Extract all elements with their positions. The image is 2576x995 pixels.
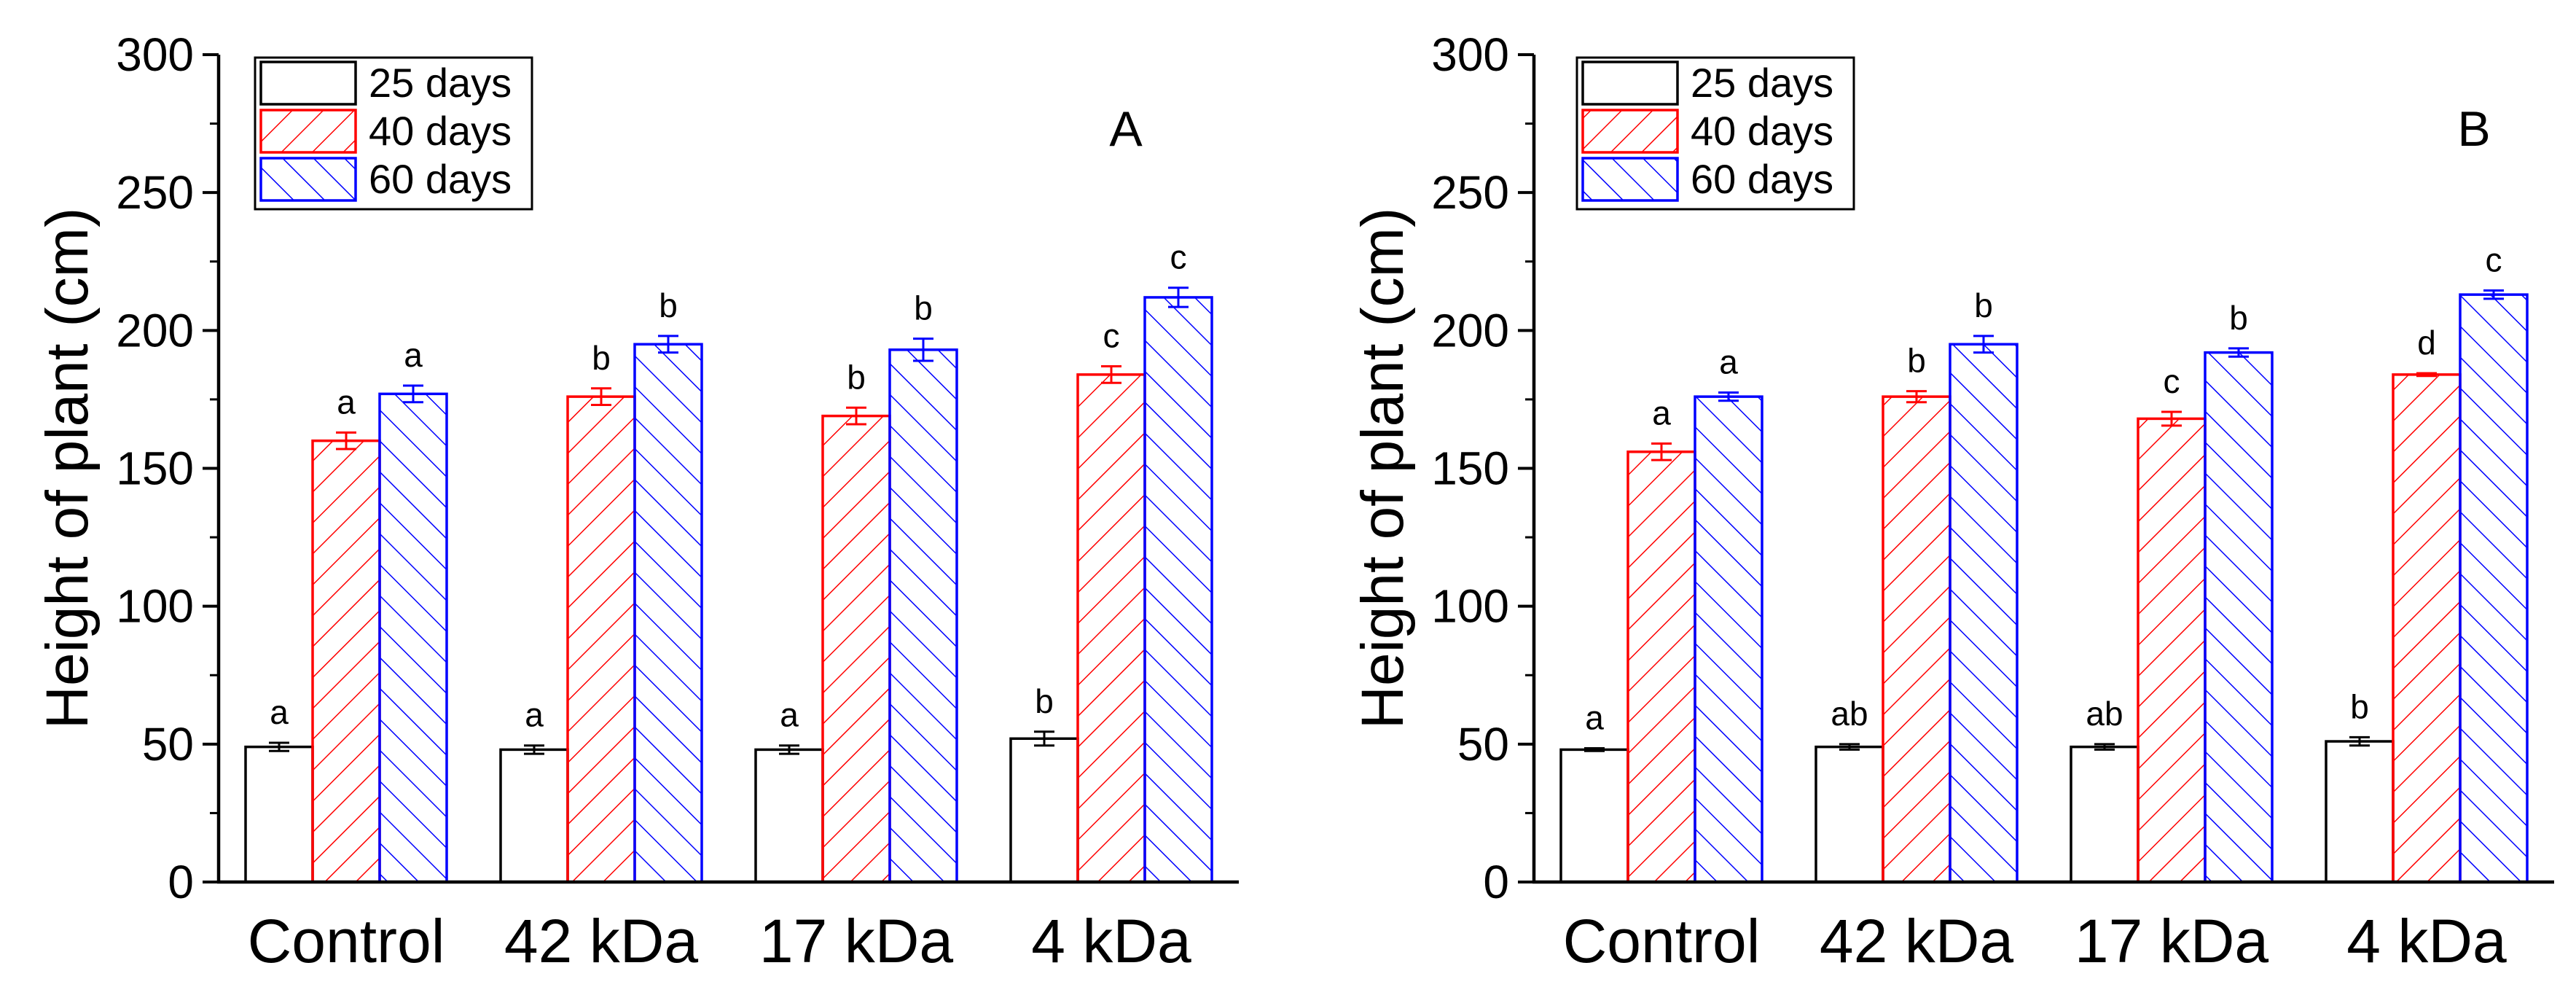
bar-17-kda-40-days	[2137, 417, 2207, 883]
y-tick-label: 300	[1431, 28, 1509, 81]
bar-control-40-days	[311, 439, 381, 883]
legend-swatch	[1581, 109, 1679, 154]
panel-label: B	[2457, 101, 2490, 157]
significance-label: c	[2486, 241, 2502, 278]
legend-label: 40 days	[369, 108, 512, 154]
significance-label: b	[592, 339, 611, 377]
bar-17-kda-25-days	[754, 748, 824, 883]
significance-label: c	[2164, 362, 2180, 400]
bar-4-kda-60-days	[1143, 296, 1213, 883]
bar-control-25-days	[244, 745, 314, 883]
legend-label: 25 days	[369, 60, 512, 106]
y-tick-label: 100	[116, 580, 194, 633]
bar-42-kda-25-days	[499, 748, 569, 883]
significance-label: b	[2229, 299, 2248, 337]
significance-label: d	[2417, 324, 2436, 362]
significance-label: b	[1035, 682, 1054, 720]
significance-label: c	[1103, 317, 1120, 355]
significance-label: a	[1652, 394, 1671, 432]
bar-control-60-days	[378, 392, 448, 883]
significance-label: b	[1907, 342, 1926, 380]
bar-4-kda-40-days	[1076, 373, 1146, 883]
x-tick-label: 17 kDa	[2075, 907, 2268, 975]
significance-label: c	[1170, 238, 1187, 276]
significance-label: a	[337, 383, 356, 421]
significance-label: ab	[2086, 695, 2123, 733]
y-axis-title: Height of plant (cm)	[34, 208, 101, 730]
bar-17-kda-25-days	[2070, 745, 2140, 883]
x-tick-label: 4 kDa	[1031, 907, 1191, 975]
significance-label: a	[780, 696, 799, 734]
bar-17-kda-40-days	[821, 414, 891, 883]
y-tick-label: 50	[142, 718, 194, 770]
y-tick-label: 250	[1431, 166, 1509, 219]
bar-control-25-days	[1559, 748, 1629, 883]
legend-swatch	[259, 109, 357, 154]
chart-panel-A: 0 50 100 150 200 250 300 Height of plant (cm) a a…	[34, 28, 1239, 975]
significance-label: b	[1974, 286, 1993, 324]
y-tick-label: 200	[1431, 304, 1509, 356]
bar-control-60-days	[1694, 395, 1763, 883]
y-axis-title: Height of plant (cm)	[1350, 208, 1416, 730]
x-tick-label: 4 kDa	[2346, 907, 2507, 975]
legend-label: 60 days	[1691, 156, 1833, 202]
y-tick-label: 300	[116, 28, 194, 81]
bar-control-40-days	[1626, 450, 1696, 883]
legend-label: 60 days	[369, 156, 512, 202]
significance-label: a	[270, 693, 289, 731]
y-tick-label: 250	[116, 166, 194, 219]
x-tick-label: 17 kDa	[759, 907, 953, 975]
bar-42-kda-40-days	[566, 395, 636, 883]
legend-label: 40 days	[1691, 108, 1833, 154]
panel-label: A	[1109, 101, 1143, 157]
legend-label: 25 days	[1691, 60, 1833, 106]
legend-swatch	[1581, 157, 1679, 202]
legend-swatch	[259, 157, 357, 202]
bar-4-kda-60-days	[2459, 293, 2529, 883]
y-tick-label: 0	[1483, 856, 1509, 908]
y-tick-label: 0	[168, 856, 194, 908]
x-tick-label: Control	[1563, 907, 1761, 975]
bar-4-kda-40-days	[2392, 373, 2462, 883]
x-tick-label: 42 kDa	[504, 907, 698, 975]
significance-label: b	[2350, 687, 2369, 725]
bar-42-kda-60-days	[633, 343, 703, 883]
y-tick-label: 150	[116, 442, 194, 495]
x-tick-label: Control	[248, 907, 445, 975]
y-tick-label: 50	[1457, 718, 1509, 770]
bar-17-kda-60-days	[2204, 351, 2274, 883]
significance-label: a	[1719, 343, 1738, 381]
bar-42-kda-40-days	[1882, 395, 1951, 883]
bar-17-kda-60-days	[888, 348, 958, 883]
y-tick-label: 100	[1431, 580, 1509, 633]
bar-4-kda-25-days	[2325, 740, 2395, 883]
significance-label: b	[847, 358, 866, 396]
chart-panel-B: 0 50 100 150 200 250 300 Height of plant (cm) a a…	[1350, 28, 2554, 975]
bar-42-kda-60-days	[1949, 343, 2019, 883]
legend-swatch	[1581, 61, 1679, 106]
significance-label: b	[659, 286, 678, 324]
significance-label: b	[914, 289, 933, 327]
significance-label: ab	[1831, 695, 1868, 733]
x-tick-label: 42 kDa	[1820, 907, 2013, 975]
significance-label: a	[525, 696, 544, 734]
significance-label: a	[404, 336, 423, 374]
y-tick-label: 150	[1431, 442, 1509, 495]
bar-4-kda-25-days	[1009, 737, 1079, 883]
significance-label: a	[1585, 699, 1604, 737]
legend-swatch	[259, 61, 357, 106]
y-tick-label: 200	[116, 304, 194, 356]
bar-42-kda-25-days	[1814, 745, 1884, 883]
